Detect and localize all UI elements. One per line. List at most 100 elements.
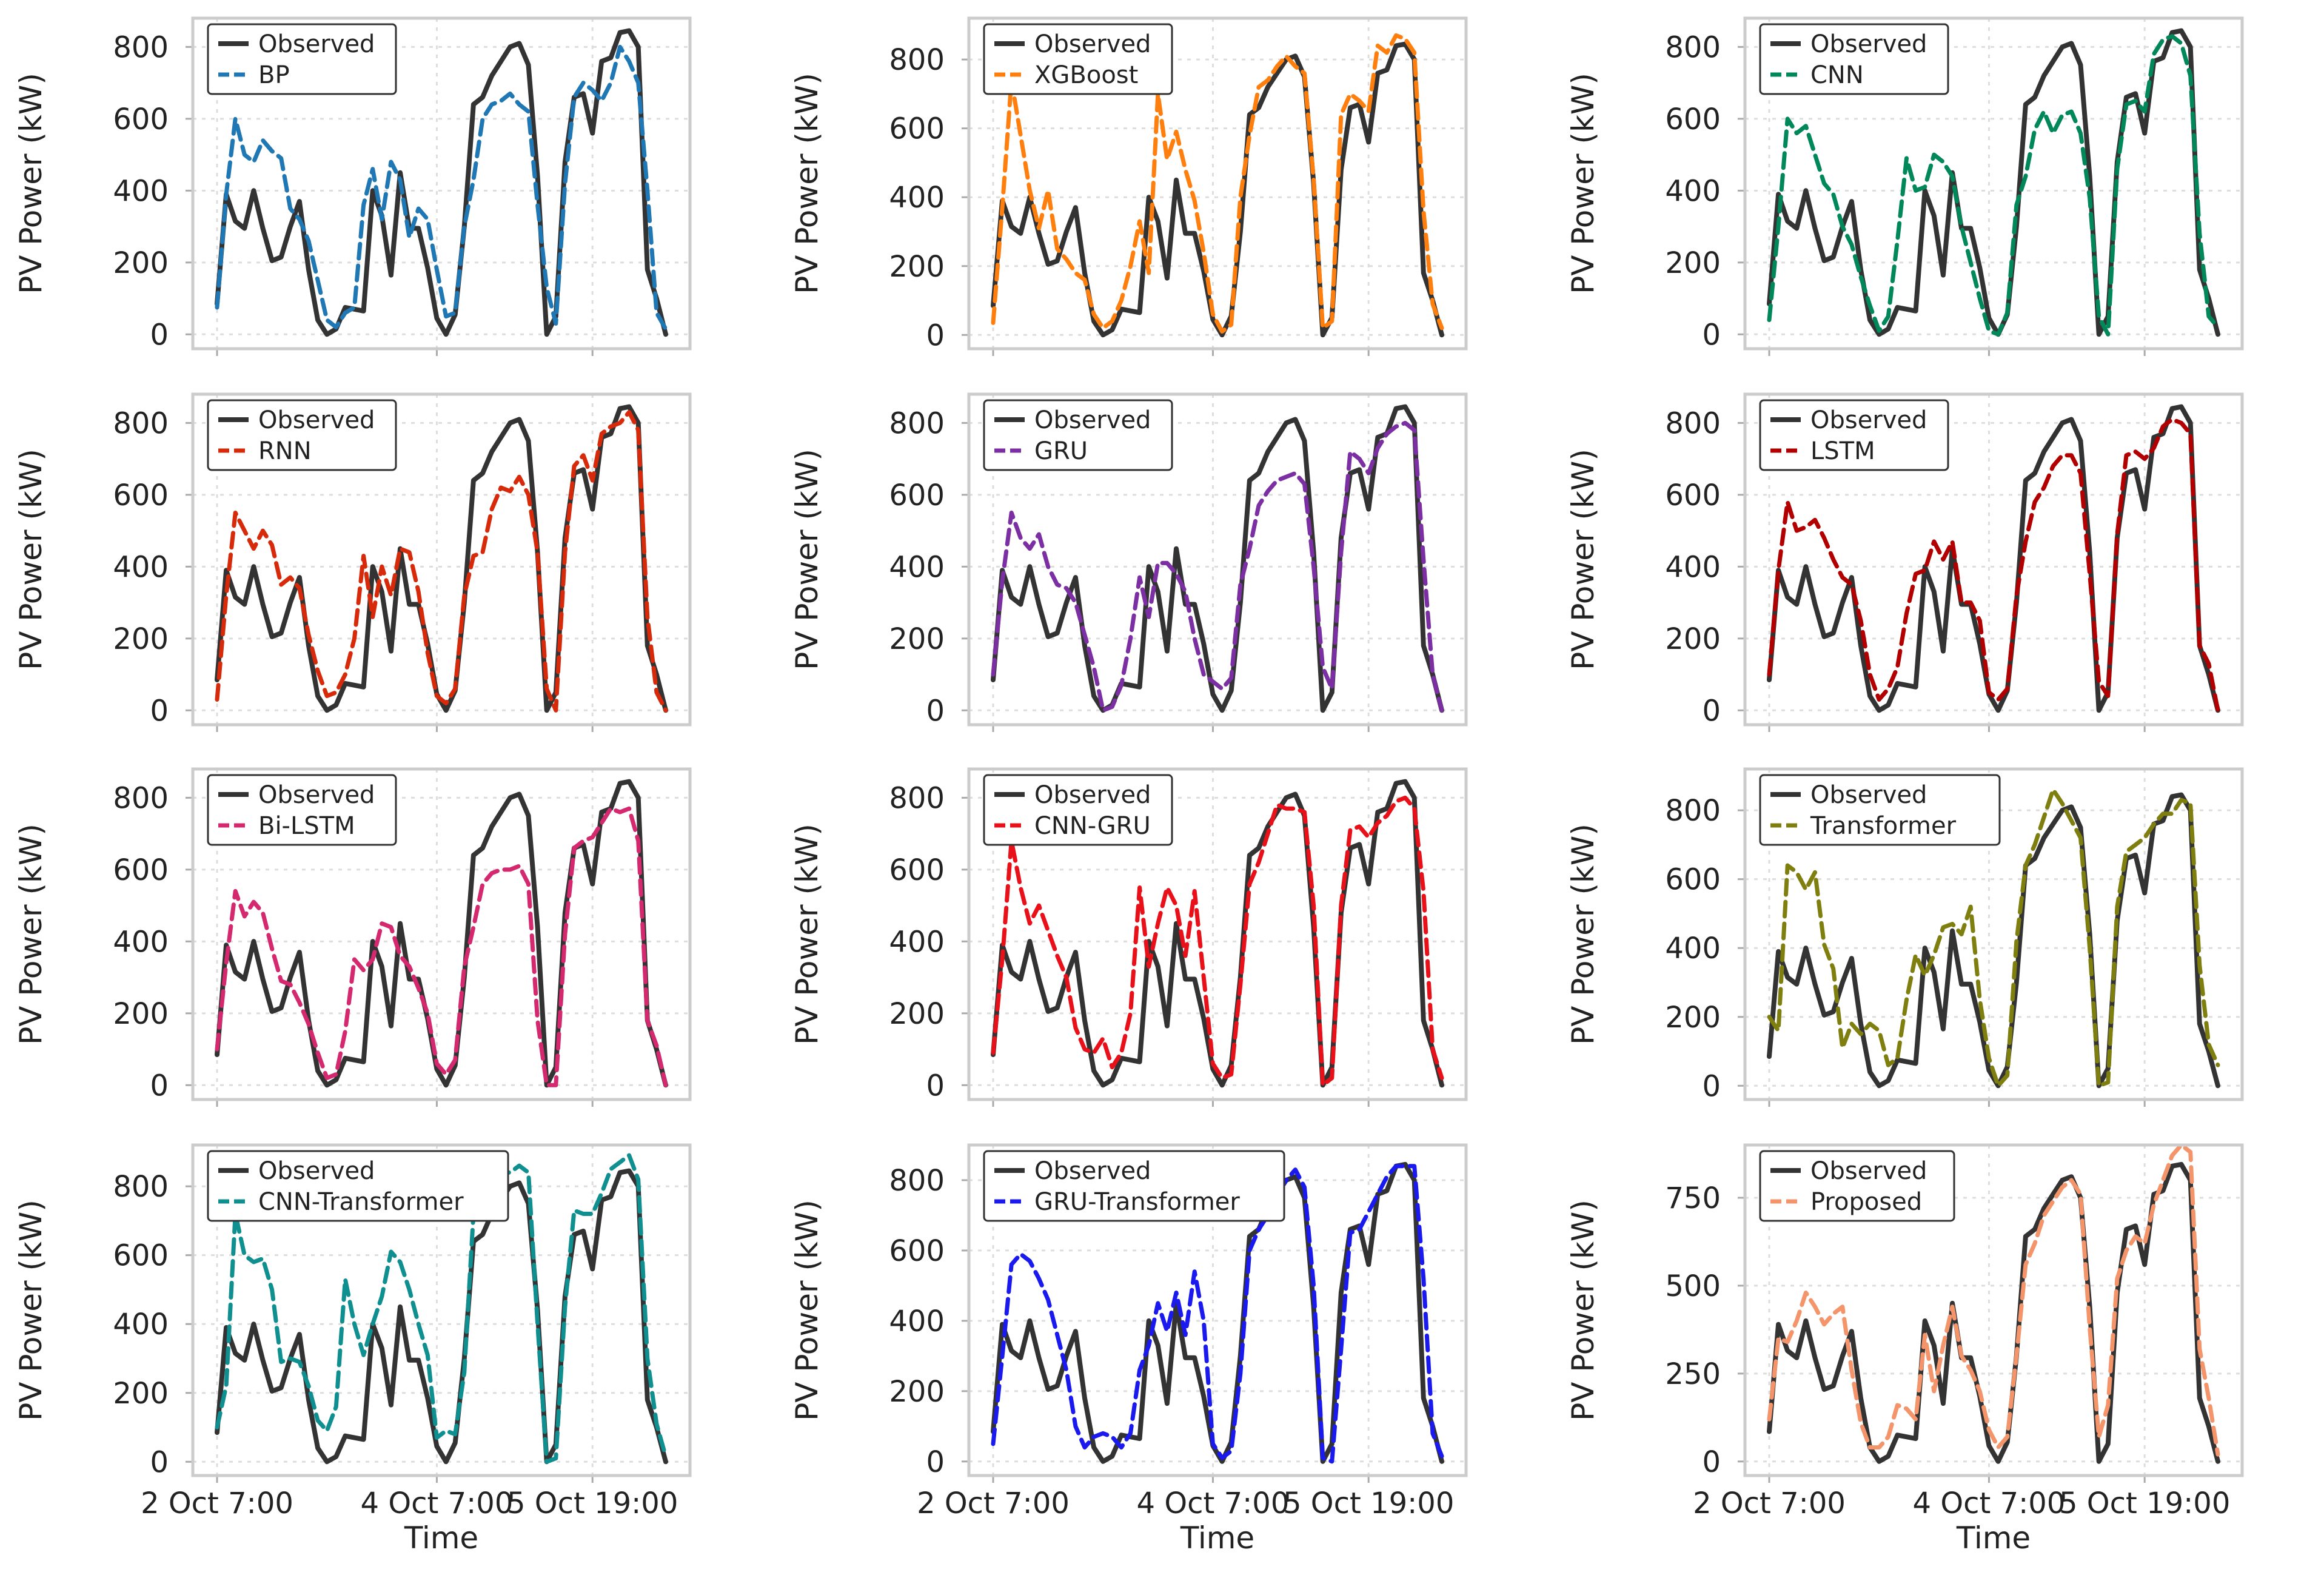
prediction-series-line	[215, 410, 668, 713]
x-tick-label: 4 Oct 7:00	[1137, 1486, 1290, 1520]
y-tick-label: 600	[889, 853, 945, 887]
y-tick-label: 600	[889, 112, 945, 146]
y-tick-label: 800	[1665, 30, 1721, 64]
y-tick-label: 600	[889, 479, 945, 512]
legend-box	[207, 1150, 509, 1222]
legend-observed-label: Observed	[1034, 406, 1151, 434]
y-tick-label: 0	[1702, 1445, 1721, 1479]
y-tick-label: 400	[1665, 932, 1721, 965]
plot-frame	[1743, 1143, 2244, 1477]
plot-frame	[1743, 392, 2244, 727]
y-tick-label: 200	[113, 997, 169, 1031]
y-axis-label: PV Power (kW)	[1566, 73, 1601, 294]
legend: Observed GRU-Transformer	[983, 1150, 1285, 1222]
observed-series-line	[991, 404, 1444, 713]
y-tick-label: 0	[150, 694, 169, 728]
legend-prediction-label: LSTM	[1810, 437, 1875, 465]
subplot-xgboost: 0 200 400 600 800 PV Power (kW) Observed XGBoos…	[789, 16, 1468, 356]
legend-box	[983, 774, 1173, 846]
legend-prediction-label: Proposed	[1810, 1188, 1922, 1216]
x-tick-label: 2 Oct 7:00	[141, 1486, 293, 1520]
plot-frame	[967, 1143, 1468, 1477]
legend: Observed Transformer	[1759, 774, 2001, 846]
plot-frame	[191, 16, 692, 351]
y-tick-label: 600	[113, 1239, 169, 1273]
y-tick-label: 800	[1665, 794, 1721, 828]
y-tick-label: 200	[1665, 622, 1721, 656]
y-tick-label: 0	[926, 318, 945, 352]
y-axis-label: PV Power (kW)	[789, 449, 825, 670]
legend-prediction-label: GRU-Transformer	[1034, 1188, 1240, 1216]
y-tick-label: 0	[1702, 318, 1721, 352]
legend-observed-label: Observed	[1810, 781, 1927, 809]
y-tick-label: 0	[1702, 1069, 1721, 1103]
legend-box	[983, 23, 1173, 95]
plot-frame	[1743, 767, 2244, 1101]
legend-observed-label: Observed	[258, 781, 375, 809]
prediction-series-line	[1767, 417, 2220, 713]
legend: Observed CNN-GRU	[983, 774, 1173, 846]
prediction-series-line	[215, 44, 668, 331]
y-tick-label: 600	[113, 853, 169, 887]
subplot-transformer: 0 200 400 600 800 PV Power (kW) Observed Transf…	[1566, 767, 2244, 1107]
y-tick-label: 600	[113, 102, 169, 136]
y-tick-label: 0	[926, 1069, 945, 1103]
y-tick-label: 0	[150, 1069, 169, 1103]
legend: Observed GRU	[983, 399, 1173, 471]
legend-box	[1759, 1150, 1955, 1222]
legend-box	[207, 774, 397, 846]
y-tick-label: 400	[113, 550, 169, 584]
y-tick-label: 800	[113, 781, 169, 815]
y-tick-label: 200	[889, 1375, 945, 1409]
y-tick-label: 400	[113, 1308, 169, 1342]
y-axis-label: PV Power (kW)	[789, 73, 825, 294]
plot-frame	[967, 16, 1468, 351]
legend-observed-label: Observed	[1034, 30, 1151, 58]
y-tick-label: 400	[1665, 174, 1721, 208]
y-axis-label: PV Power (kW)	[13, 449, 49, 670]
legend-prediction-label: XGBoost	[1034, 61, 1138, 89]
x-tick-label: 5 Oct 19:00	[507, 1486, 678, 1520]
y-axis-label: PV Power (kW)	[1566, 449, 1601, 670]
legend-prediction-label: GRU	[1034, 437, 1088, 465]
y-tick-label: 200	[1665, 1001, 1721, 1035]
y-tick-label: 600	[1665, 479, 1721, 512]
legend-observed-label: Observed	[1810, 1157, 1927, 1185]
legend-prediction-label: CNN	[1810, 61, 1864, 89]
y-axis-label: PV Power (kW)	[1566, 824, 1601, 1045]
prediction-series-line	[991, 795, 1444, 1087]
x-tick-label: 5 Oct 19:00	[1283, 1486, 1454, 1520]
y-axis-label: PV Power (kW)	[13, 1200, 49, 1421]
subplot-cnn-gru: 0 200 400 600 800 PV Power (kW) Observed CNN-GR…	[789, 767, 1468, 1107]
legend-prediction-label: RNN	[258, 437, 312, 465]
y-tick-label: 0	[926, 1445, 945, 1479]
y-tick-label: 250	[1665, 1357, 1721, 1391]
y-tick-label: 400	[889, 550, 945, 584]
prediction-series-line	[1767, 1143, 2220, 1457]
y-tick-label: 200	[113, 1377, 169, 1411]
legend-box	[1759, 774, 2001, 846]
legend-prediction-label: Transformer	[1810, 812, 1957, 840]
legend-prediction-label: Bi-LSTM	[258, 812, 355, 840]
subplot-proposed: 0 250 500 750 2 Oct 7:00 4 Oct 7:005 Oct 19:0…	[1566, 1143, 2244, 1556]
prediction-series-line	[991, 1164, 1444, 1464]
x-tick-label: 5 Oct 19:00	[2059, 1486, 2230, 1520]
y-tick-label: 600	[889, 1234, 945, 1268]
y-tick-label: 800	[113, 406, 169, 440]
y-tick-label: 0	[926, 694, 945, 728]
y-tick-label: 500	[1665, 1269, 1721, 1303]
y-tick-label: 600	[1665, 863, 1721, 897]
y-tick-label: 600	[113, 479, 169, 512]
y-axis-label: PV Power (kW)	[1566, 1200, 1601, 1421]
legend-prediction-label: CNN-Transformer	[258, 1188, 464, 1216]
observed-series-line	[215, 1168, 668, 1465]
legend-box	[983, 399, 1173, 471]
y-axis-label: PV Power (kW)	[789, 824, 825, 1045]
subplot-bp: 0 200 400 600 800 PV Power (kW) Observed BP	[13, 16, 692, 356]
observed-series-line	[215, 28, 668, 337]
legend-observed-label: Observed	[1810, 30, 1927, 58]
subplot-gru-transformer: 0 200 400 600 800 2 Oct 7:00 4 Oct 7:005 Oct 1…	[789, 1143, 1468, 1556]
y-tick-label: 400	[113, 925, 169, 959]
legend: Observed RNN	[207, 399, 397, 471]
